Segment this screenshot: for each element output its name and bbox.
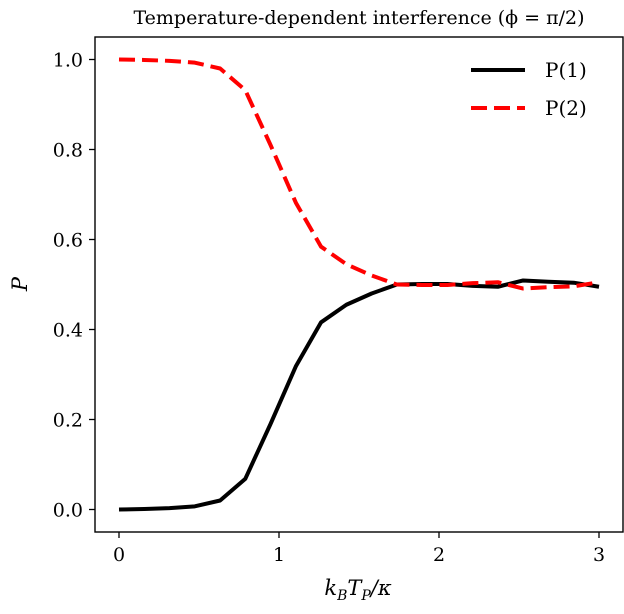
series-lines (118, 57, 600, 512)
y-tick-label: 0.2 (53, 410, 83, 432)
x-tick-label: 3 (593, 544, 605, 566)
y-tick-label: 0.6 (53, 230, 83, 252)
y-tick-label: 0.8 (53, 140, 83, 162)
plot-area (94, 36, 624, 533)
y-axis: 0.0 0.2 0.4 0.6 0.8 1.0 (53, 50, 95, 522)
x-tick-label: 1 (273, 544, 285, 566)
x-axis-label: kBTP/κ (324, 576, 392, 604)
legend: P(1) P(2) (471, 58, 587, 120)
y-tick-label: 0.4 (53, 320, 83, 342)
series-line-1 (118, 278, 600, 512)
legend-label-1: P(1) (545, 58, 587, 82)
series-line-2 (118, 57, 600, 291)
chart-title: Temperature-dependent interference (ϕ = … (133, 7, 584, 29)
legend-label-2: P(2) (545, 96, 587, 120)
x-axis: 0 1 2 3 (113, 532, 605, 566)
y-tick-label: 1.0 (53, 50, 83, 72)
x-tick-label: 2 (433, 544, 445, 566)
y-tick-label: 0.0 (53, 500, 83, 522)
y-axis-label: P (8, 276, 32, 292)
x-tick-label: 0 (113, 544, 125, 566)
